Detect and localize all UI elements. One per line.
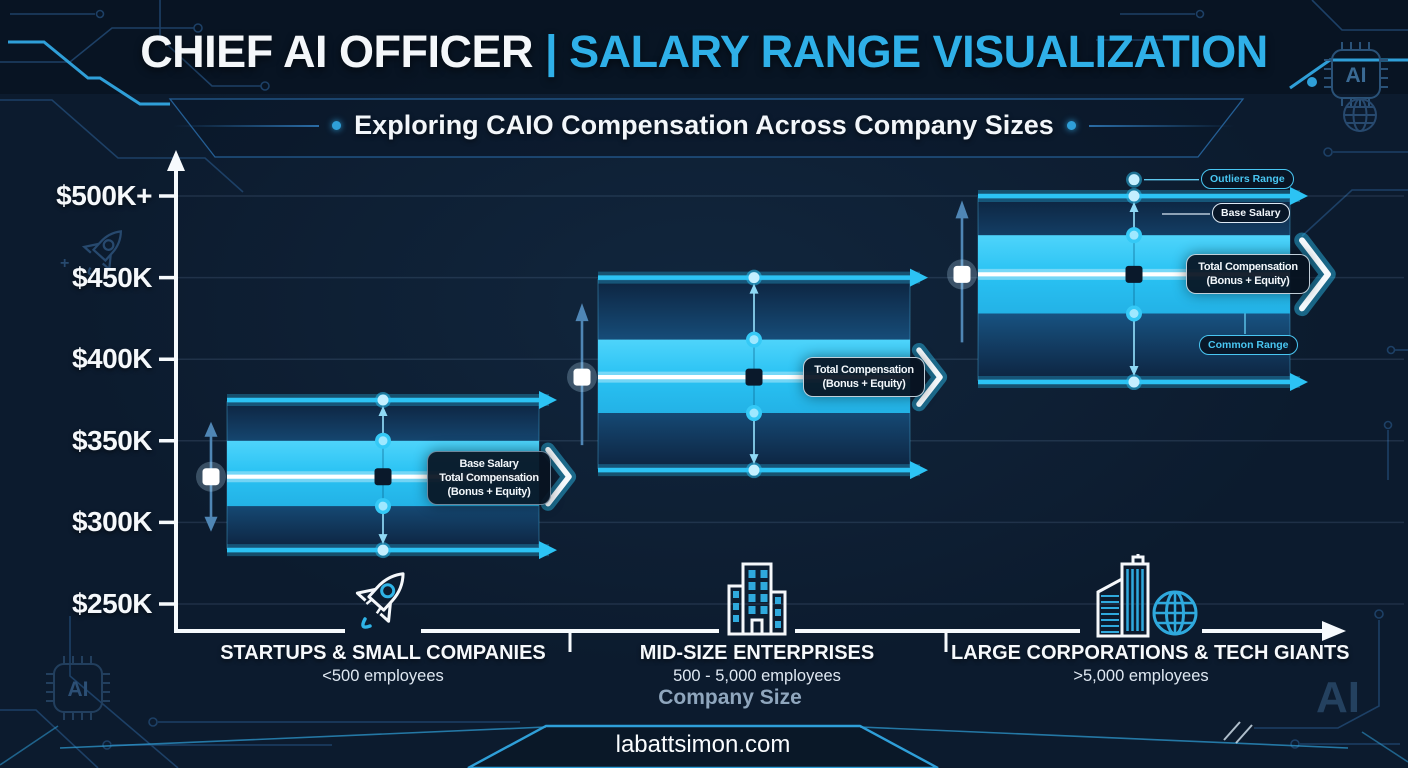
callout-line: (Bonus + Equity) (447, 486, 531, 498)
category-sub: 500 - 5,000 employees (673, 667, 841, 685)
base-salary-pill: Base Salary (1212, 203, 1290, 223)
category-name: MID-SIZE ENTERPRISES (639, 642, 875, 664)
skyscraper-globe-icon (1084, 554, 1198, 645)
callout-line: Base Salary (459, 458, 519, 470)
callout-line: (Bonus + Equity) (822, 378, 906, 390)
callout-large: Total Compensation (Bonus + Equity) (1186, 254, 1310, 294)
callout-line: Total Compensation (814, 364, 914, 376)
x-axis-title: Company Size (658, 686, 802, 709)
website-text: labattsimon.com (615, 731, 791, 758)
category-sub: >5,000 employees (1073, 667, 1209, 685)
outliers-range-pill: Outliers Range (1201, 169, 1294, 189)
callout-startups: Base Salary Total Compensation (Bonus + … (427, 451, 551, 505)
category-sub: <500 employees (322, 667, 444, 685)
category-name: LARGE CORPORATIONS & TECH GIANTS (951, 642, 1350, 664)
category-startups: STARTUPS & SMALL COMPANIES <500 employee… (193, 572, 573, 686)
title-right: SALARY RANGE VISUALIZATION (569, 26, 1268, 77)
y-axis-label: $500K+ (56, 180, 152, 211)
y-axis-label: $350K (71, 424, 153, 456)
callout-line: Total Compensation (439, 472, 539, 484)
callout-line: (Bonus + Equity) (1206, 275, 1290, 287)
common-range-pill: Common Range (1199, 335, 1298, 355)
rocket-icon (347, 562, 419, 641)
y-axis-label: $250K (71, 588, 153, 619)
y-axis-label: $300K (71, 506, 153, 538)
category-name: STARTUPS & SMALL COMPANIES (220, 642, 546, 664)
category-midsize: MID-SIZE ENTERPRISES 500 - 5,000 employe… (567, 562, 947, 686)
office-building-icon (721, 560, 793, 643)
callout-line: Total Compensation (1198, 261, 1298, 273)
callout-midsize: Total Compensation (Bonus + Equity) (803, 357, 925, 397)
y-axis-label: $400K (71, 343, 153, 375)
y-axis-label: $450K (71, 261, 153, 293)
category-large: LARGE CORPORATIONS & TECH GIANTS >5,000 … (951, 554, 1350, 686)
title-separator: | (545, 26, 558, 77)
